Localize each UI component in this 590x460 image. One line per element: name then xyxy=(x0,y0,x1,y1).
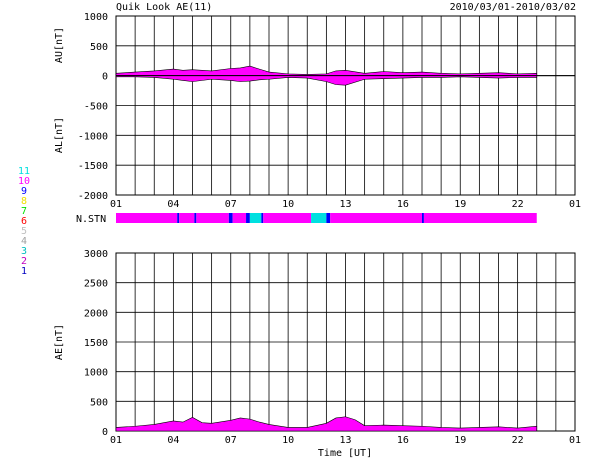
y-tick-label: 2500 xyxy=(84,279,108,290)
station-segment xyxy=(232,213,247,223)
x-tick-label: 01 xyxy=(569,435,581,446)
y-tick-label: -2000 xyxy=(78,191,108,202)
station-strip xyxy=(116,213,537,223)
station-segment xyxy=(246,213,250,223)
x-tick-label: 10 xyxy=(282,435,294,446)
legend-entry: 11 xyxy=(18,166,30,177)
y-tick-label: -500 xyxy=(84,102,108,113)
x-tick-label: 22 xyxy=(512,435,524,446)
y-tick-label: -1000 xyxy=(78,131,108,142)
x-tick-label: 19 xyxy=(454,435,466,446)
station-segment xyxy=(422,213,424,223)
date-range: 2010/03/01-2010/03/02 xyxy=(450,2,576,13)
station-segment xyxy=(423,213,537,223)
al-series-area xyxy=(115,75,538,86)
y-tick-label: 2000 xyxy=(84,308,108,319)
legend-entry: 4 xyxy=(21,236,27,247)
x-axis-label: Time [UT] xyxy=(318,448,372,459)
x-tick-label: 10 xyxy=(282,199,294,210)
x-tick-label: 04 xyxy=(167,199,179,210)
x-tick-label: 07 xyxy=(225,199,237,210)
ae-axis-label: AE[nT] xyxy=(54,324,65,360)
station-segment xyxy=(330,213,422,223)
y-tick-label: 0 xyxy=(102,427,108,438)
station-segment xyxy=(194,213,197,223)
x-tick-label: 01 xyxy=(569,199,581,210)
au-series-area xyxy=(115,65,538,76)
x-tick-label: 04 xyxy=(167,435,179,446)
x-tick-label: 22 xyxy=(512,199,524,210)
y-tick-label: 1000 xyxy=(84,368,108,379)
y-tick-label: 500 xyxy=(90,42,108,53)
station-segment xyxy=(116,213,178,223)
x-tick-label: 13 xyxy=(339,435,351,446)
x-tick-label: 19 xyxy=(454,199,466,210)
ae-series-area xyxy=(115,416,538,432)
legend-entry: 8 xyxy=(21,196,27,207)
station-segment xyxy=(177,213,180,223)
y-tick-label: 1500 xyxy=(84,338,108,349)
y-tick-label: 0 xyxy=(102,72,108,83)
legend-entry: 1 xyxy=(21,266,27,277)
legend-entry: 6 xyxy=(21,216,27,227)
legend-entry: 7 xyxy=(21,206,27,217)
station-segment xyxy=(179,213,195,223)
nstn-label: N.STN xyxy=(76,214,106,225)
station-segment xyxy=(326,213,331,223)
legend-entry: 5 xyxy=(21,226,27,237)
y-tick-label: 500 xyxy=(90,397,108,408)
x-tick-label: 13 xyxy=(339,199,351,210)
station-segment xyxy=(261,213,264,223)
au-axis-label: AU[nT] xyxy=(54,27,65,63)
station-segment xyxy=(228,213,233,223)
x-tick-label: 07 xyxy=(225,435,237,446)
legend-entry: 10 xyxy=(18,176,30,187)
station-segment xyxy=(249,213,262,223)
y-tick-label: 3000 xyxy=(84,249,108,260)
y-tick-label: -1500 xyxy=(78,161,108,172)
station-segment xyxy=(311,213,327,223)
x-tick-label: 01 xyxy=(110,199,122,210)
x-tick-label: 01 xyxy=(110,435,122,446)
y-tick-label: 1000 xyxy=(84,12,108,23)
legend-entry: 9 xyxy=(21,186,27,197)
station-segment xyxy=(263,213,312,223)
legend-entry: 2 xyxy=(21,256,27,267)
al-axis-label: AL[nT] xyxy=(54,117,65,153)
legend-entry: 3 xyxy=(21,246,27,257)
station-segment xyxy=(196,213,229,223)
chart-title: Quik Look AE(11) xyxy=(116,2,212,13)
x-tick-label: 16 xyxy=(397,199,409,210)
x-tick-label: 16 xyxy=(397,435,409,446)
